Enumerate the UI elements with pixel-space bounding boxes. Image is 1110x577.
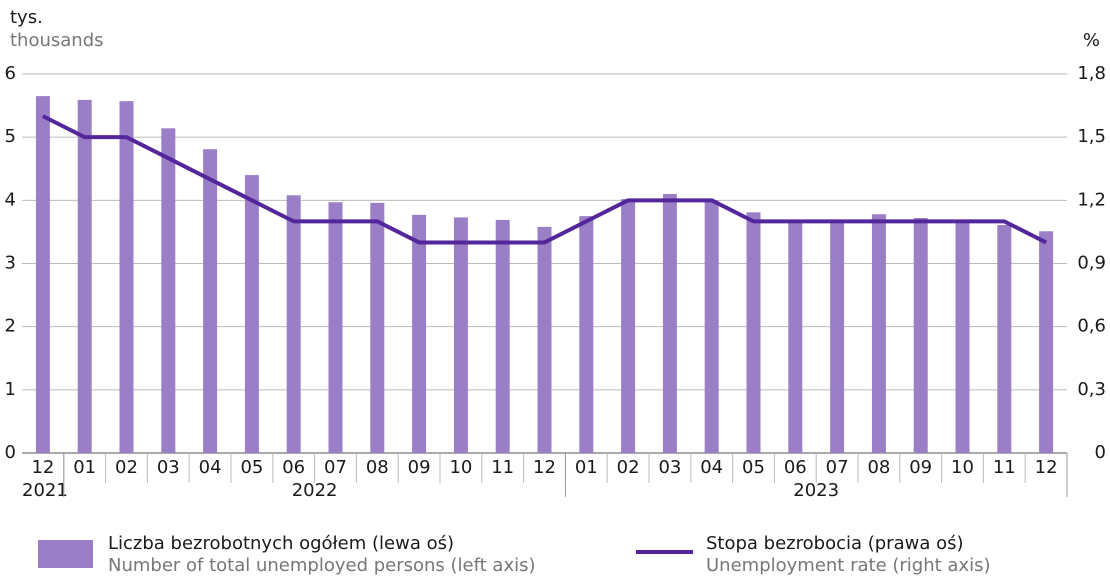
bar	[746, 212, 761, 453]
y-tick-label: 2	[5, 316, 16, 337]
y2-tick-label: 0,3	[1077, 379, 1106, 400]
x-tick-label: 04	[199, 457, 222, 478]
bar	[579, 216, 594, 453]
legend-label-en: Unemployment rate (right axis)	[706, 555, 990, 576]
x-tick-label: 06	[282, 457, 305, 478]
x-tick-label: 09	[408, 457, 431, 478]
bar	[788, 219, 803, 453]
y2-label: %	[1083, 30, 1100, 51]
x-tick-label: 02	[617, 457, 640, 478]
x-tick-label: 07	[324, 457, 347, 478]
x-tick-label: 05	[240, 457, 263, 478]
x-tick-label: 03	[658, 457, 681, 478]
x-tick-label: 01	[575, 457, 598, 478]
bar	[370, 202, 385, 453]
x-tick-label: 02	[115, 457, 138, 478]
x-tick-label: 04	[700, 457, 723, 478]
y-tick-label: 6	[5, 63, 16, 84]
bar	[161, 128, 176, 453]
bar	[830, 219, 845, 453]
y-label-en: thousands	[10, 30, 104, 51]
x-tick-label: 05	[742, 457, 765, 478]
bar	[913, 218, 928, 453]
y-tick-label: 3	[5, 253, 16, 274]
bar	[1039, 231, 1054, 453]
y-tick-label: 1	[5, 379, 16, 400]
line	[42, 114, 1047, 245]
y-label: tys.	[10, 7, 43, 28]
x-tick-label: 09	[909, 457, 932, 478]
y2-tick-label: 0,9	[1077, 253, 1106, 274]
x-tick-label: 12	[1035, 457, 1058, 478]
y2-tick-label: 1,5	[1077, 126, 1106, 147]
bar	[621, 199, 636, 453]
bar	[412, 214, 427, 453]
legend-label: Liczba bezrobotnych ogółem (lewa oś)	[108, 533, 454, 554]
x-group-label: 2023	[793, 480, 839, 501]
bar	[662, 194, 677, 453]
legend-swatch	[38, 540, 93, 568]
x-tick-label: 12	[31, 457, 54, 478]
y-tick-label: 4	[5, 189, 16, 210]
x-tick-label: 07	[826, 457, 849, 478]
bar	[244, 175, 259, 454]
x-tick-label: 11	[993, 457, 1016, 478]
y2-tick-label: 1,2	[1077, 189, 1106, 210]
y2-tick-label: 1,8	[1077, 63, 1106, 84]
bar	[119, 101, 134, 453]
bar	[35, 96, 50, 453]
x-tick-label: 10	[449, 457, 472, 478]
bar	[286, 195, 301, 453]
bar	[955, 219, 970, 453]
x-tick-label: 06	[784, 457, 807, 478]
x-group-label: 2021	[22, 480, 68, 501]
x-tick-label: 08	[366, 457, 389, 478]
x-group-label: 2022	[292, 480, 338, 501]
x-tick-label: 12	[533, 457, 556, 478]
y2-tick-label: 0,6	[1077, 316, 1106, 337]
bar	[997, 224, 1012, 453]
x-tick-label: 08	[867, 457, 890, 478]
x-tick-label: 11	[491, 457, 514, 478]
x-tick-label: 01	[73, 457, 96, 478]
bar	[871, 214, 886, 453]
bar	[453, 217, 468, 453]
bar	[77, 99, 92, 454]
bar	[537, 226, 552, 453]
bar	[704, 200, 719, 453]
bar	[328, 202, 343, 453]
legend-label: Stopa bezrobocia (prawa oś)	[706, 533, 964, 554]
y2-tick-label: 0	[1095, 442, 1106, 463]
bar	[495, 219, 510, 453]
legend-label-en: Number of total unemployed persons (left…	[108, 555, 536, 576]
y-tick-label: 5	[5, 126, 16, 147]
bar	[203, 149, 218, 453]
y-tick-label: 0	[5, 442, 16, 463]
x-tick-label: 10	[951, 457, 974, 478]
x-tick-label: 03	[157, 457, 180, 478]
